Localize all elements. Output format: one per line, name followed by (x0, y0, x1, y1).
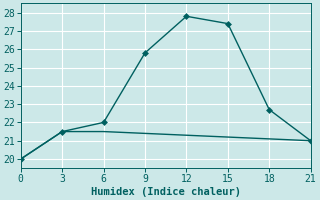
X-axis label: Humidex (Indice chaleur): Humidex (Indice chaleur) (91, 186, 241, 197)
